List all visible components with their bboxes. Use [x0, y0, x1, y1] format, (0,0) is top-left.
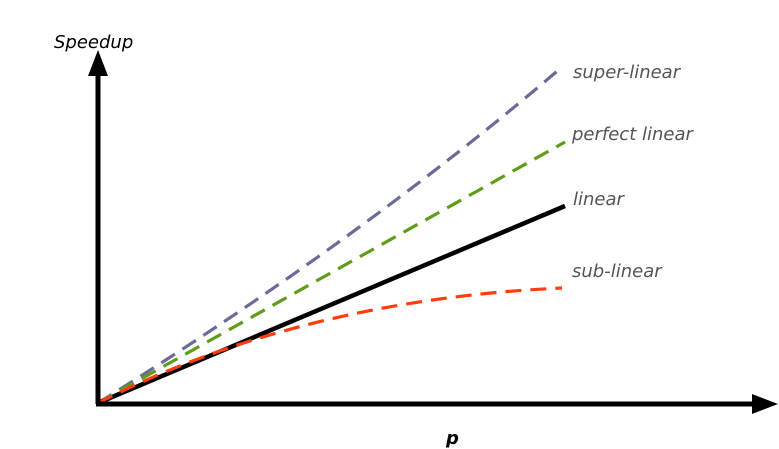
- linear-label: linear: [573, 189, 626, 210]
- perfect-linear-curve: [97, 140, 566, 405]
- y-axis-arrowhead: [88, 50, 108, 76]
- perfect-linear-label: perfect linear: [571, 124, 695, 145]
- y-axis-label: Speedup: [54, 32, 133, 53]
- linear-curve: [97, 203, 566, 406]
- sub-linear-curve: [97, 286, 563, 405]
- super-linear-label: super-linear: [573, 62, 682, 83]
- sub-linear-label: sub-linear: [572, 261, 663, 282]
- x-axis-label: p: [445, 428, 459, 449]
- super-linear-curve: [97, 65, 564, 405]
- x-axis-arrowhead: [752, 394, 778, 414]
